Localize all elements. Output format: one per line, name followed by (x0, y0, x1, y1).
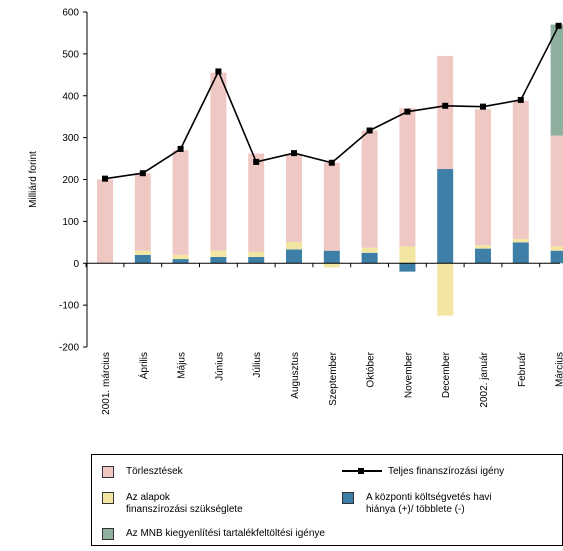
bar-segment (361, 252, 378, 264)
bar-segment (248, 251, 265, 257)
total-marker (139, 170, 146, 177)
legend-line-teljes (342, 466, 382, 476)
x-tick-label: 2002. január (479, 351, 490, 407)
y-tick-label: 0 (73, 259, 79, 270)
legend-label-kozponti-line1: A központi költségvetés havi (366, 492, 492, 503)
bar-segment (134, 250, 151, 255)
bar-segment (512, 242, 529, 264)
bar-segment (210, 250, 227, 257)
total-marker (291, 150, 297, 157)
bar-segment (399, 246, 416, 264)
total-marker (215, 68, 222, 75)
total-marker (177, 145, 184, 152)
legend-item-kozponti: A központi költségvetés havi hiánya (+)/… (342, 492, 492, 516)
bar-segment (550, 246, 563, 251)
chart: Milliárd forint 600 500 400 300 200 100 0 -100 -2… (28, 8, 563, 415)
x-tick-label: December (441, 351, 452, 398)
bar-segment (550, 24, 563, 136)
y-tick-label: -200 (59, 343, 79, 354)
bar-segment (512, 100, 529, 239)
bar-segment (361, 247, 378, 253)
y-tick-label: 200 (62, 175, 79, 186)
bar-segment (248, 256, 265, 264)
legend-label-kozponti-line2: hiánya (+)/ többlete (-) (366, 504, 465, 515)
legend-label-alapok-line1: Az alapok (126, 492, 170, 503)
bar-segment (437, 55, 454, 170)
x-tick-label: Február (517, 351, 528, 387)
legend-label-teljes: Teljes finanszírozási igény (388, 466, 505, 477)
y-axis-label: Milliárd forint (28, 151, 39, 208)
y-tick-label: 400 (62, 91, 79, 102)
bar-segment (323, 263, 340, 268)
total-marker (366, 127, 373, 134)
bar-segment (550, 135, 563, 247)
legend-label-torlesztesek: Törlesztések (126, 466, 183, 477)
total-marker (517, 96, 524, 103)
legend-item-teljes: Teljes finanszírozási igény (342, 466, 504, 478)
x-tick-label: Június (214, 352, 225, 381)
bar-segment (172, 150, 189, 255)
bar-segment (172, 254, 189, 260)
bar-segment (134, 254, 151, 264)
bar-segment (286, 249, 302, 264)
x-tick-label: Október (366, 351, 377, 387)
legend-item-mnb: Az MNB kiegyenlítési tartalékfeltöltési … (102, 528, 325, 540)
bar-segment (134, 173, 151, 251)
bar-segment (248, 153, 265, 252)
bar-segment (475, 109, 491, 246)
total-marker (480, 103, 486, 110)
legend-label-mnb: Az MNB kiegyenlítési tartalékfeltöltési … (126, 528, 325, 539)
y-tick-label: -100 (59, 301, 79, 312)
x-tick-label: 2001. március (101, 352, 112, 415)
y-tick-label: 500 (62, 49, 79, 60)
bar-segment (323, 250, 340, 264)
total-marker (102, 175, 108, 182)
bar-segment (172, 259, 189, 264)
bar-segment (399, 108, 416, 247)
bar-segment (286, 153, 302, 242)
bar-segment (437, 169, 454, 264)
legend: Törlesztések Teljes finanszírozási igény… (91, 454, 563, 546)
legend-swatch-kozponti (342, 492, 354, 504)
bar-segment (475, 245, 491, 249)
y-tick-label: 600 (62, 8, 79, 19)
total-marker (404, 108, 411, 115)
bar-segment (210, 256, 227, 264)
x-tick-label: Szeptember (328, 351, 339, 406)
total-marker (555, 22, 562, 29)
legend-label-alapok: Az alapok finanszírozási szükséglete (126, 492, 243, 516)
x-tick-label: Augusztus (290, 352, 301, 399)
x-tick-label: November (403, 351, 414, 398)
x-tick-label: Április (137, 352, 150, 379)
legend-swatch-mnb (102, 528, 114, 540)
bar-segment (399, 263, 416, 272)
x-tick-label: Május (177, 352, 188, 379)
total-marker (442, 102, 449, 109)
legend-label-kozponti: A központi költségvetés havi hiánya (+)/… (366, 492, 492, 516)
legend-swatch-alapok (102, 492, 114, 504)
bar-segment (286, 241, 302, 250)
bar-segment (210, 72, 227, 251)
y-tick-label: 100 (62, 217, 79, 228)
legend-swatch-torlesztesek (102, 466, 114, 478)
bar-segment (550, 250, 563, 264)
legend-label-alapok-line2: finanszírozási szükséglete (126, 504, 243, 515)
total-marker (253, 158, 260, 165)
bar-segment (512, 238, 529, 243)
bar-segment (323, 162, 340, 251)
bar-segment (361, 130, 378, 248)
bar-segment (475, 248, 491, 264)
legend-item-torlesztesek: Törlesztések (102, 466, 183, 478)
y-tick-label: 300 (62, 133, 79, 144)
x-tick-label: Március (555, 352, 563, 387)
legend-item-alapok: Az alapok finanszírozási szükséglete (102, 492, 243, 516)
bar-segment (97, 179, 113, 264)
bar-segment (437, 263, 454, 316)
x-tick-label: Július (252, 352, 263, 378)
total-marker (328, 159, 335, 166)
